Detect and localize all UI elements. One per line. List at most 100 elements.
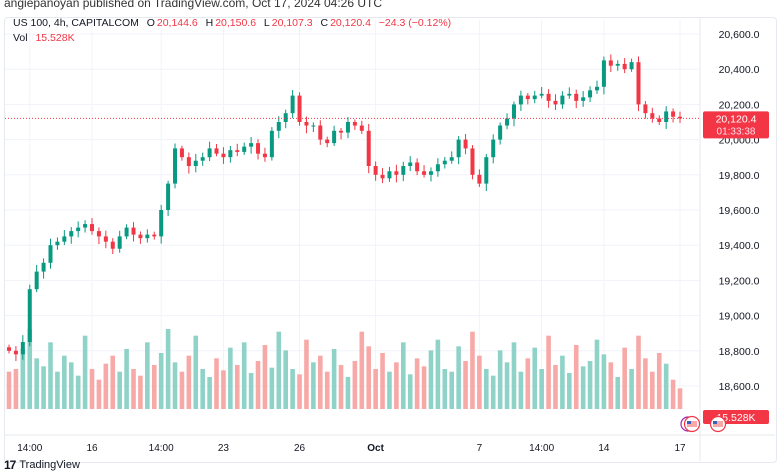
candle-body <box>428 171 433 175</box>
symbol-label: US 100, 4h, CAPITALCOM <box>13 17 139 29</box>
us-flag-stripes-icon <box>713 421 723 427</box>
volume-bar <box>207 377 212 409</box>
candle-body <box>498 125 503 140</box>
volume-bar <box>670 379 676 409</box>
candle-body <box>359 125 364 131</box>
volume-bar <box>560 355 565 409</box>
volume-bar <box>387 371 392 409</box>
candle-body <box>401 166 406 175</box>
us-flag-canton-icon <box>713 421 717 424</box>
chart-frame[interactable] <box>4 17 777 463</box>
candle-body <box>131 227 136 235</box>
volume-bar <box>172 362 178 409</box>
candle-body <box>546 93 551 101</box>
candle-body <box>207 148 212 158</box>
volume-bar <box>573 345 579 409</box>
volume-bar <box>608 362 614 409</box>
x-tick-label: 16 <box>86 443 98 454</box>
candle-body <box>678 116 682 119</box>
volume-bar <box>145 342 150 409</box>
candle-body <box>262 153 267 158</box>
x-tick-label: 14:00 <box>529 443 554 454</box>
volume-bar <box>601 354 607 409</box>
volume-bar <box>248 373 254 409</box>
candle-body <box>124 227 129 237</box>
candle-body <box>276 122 281 131</box>
candle-body <box>339 130 344 133</box>
candle-body <box>110 241 115 249</box>
volume-bar <box>636 335 641 409</box>
candle-body <box>269 130 274 158</box>
volume-bar <box>283 350 289 409</box>
candle-body <box>422 171 427 175</box>
open-label: O <box>146 17 155 29</box>
candle-body <box>221 153 226 158</box>
candle-body <box>553 100 558 105</box>
volume-bar <box>442 369 448 409</box>
x-tick-label: 23 <box>218 443 230 454</box>
high-label: H <box>205 17 214 29</box>
candle-body <box>643 104 648 114</box>
brand-label: TradingView <box>19 459 80 471</box>
candle-body <box>256 143 261 154</box>
candle-body <box>200 157 205 161</box>
candle-body <box>20 342 25 355</box>
candle-body <box>470 148 475 175</box>
candle-body <box>7 347 11 351</box>
volume-bar <box>421 366 427 409</box>
close-value: 20,120.4 <box>330 17 371 29</box>
candle-body <box>138 234 143 239</box>
volume-bar <box>317 355 323 409</box>
y-tick-label: 19,400.0 <box>719 240 760 252</box>
candle-body <box>117 236 122 249</box>
candle-body <box>62 236 67 242</box>
volume-bar <box>290 369 295 409</box>
volume-bar <box>380 353 385 409</box>
volume-bar <box>484 369 489 409</box>
candle-body <box>622 63 627 70</box>
volume-bar <box>228 347 233 409</box>
volume-bar <box>490 375 496 409</box>
candle-body <box>179 148 184 158</box>
volume-bar <box>525 358 531 409</box>
candle-body <box>477 174 482 184</box>
volume-bar <box>532 347 538 409</box>
price-badge-countdown: 01:33:38 <box>717 126 756 137</box>
candle-body <box>41 262 46 272</box>
y-tick-label: 18,800.0 <box>719 346 760 358</box>
volume-bar <box>55 371 60 409</box>
candle-body <box>629 62 634 70</box>
volume-bar <box>255 361 261 409</box>
volume-bar <box>103 363 109 409</box>
candle-body <box>525 95 530 100</box>
candle-body <box>103 236 108 242</box>
candle-body <box>83 224 88 228</box>
volume-bar <box>497 350 503 409</box>
candle-body <box>69 231 74 237</box>
chart-legend: US 100, 4h, CAPITALCOM O 20,144.6 H 20,150… <box>13 16 453 46</box>
candle-body <box>394 171 399 175</box>
x-tick-label: 7 <box>477 443 483 454</box>
candle-body <box>214 148 219 154</box>
candle-body <box>152 234 157 237</box>
volume-bar <box>463 361 468 409</box>
volume-bar <box>553 365 558 409</box>
candle-body <box>574 93 579 101</box>
volume-bar <box>456 346 461 409</box>
candle-body <box>380 174 385 179</box>
volume-bar <box>338 365 344 409</box>
candle-body <box>297 95 302 122</box>
volume-value: 15.528K <box>35 32 75 44</box>
low-label: L <box>263 17 270 29</box>
candle-body <box>532 95 537 100</box>
volume-bar <box>82 335 88 409</box>
volume-bar <box>75 375 81 409</box>
volume-bar <box>6 371 12 409</box>
volume-bar <box>96 379 102 409</box>
volume-bar <box>27 329 33 409</box>
volume-bar <box>435 339 441 409</box>
volume-bar <box>656 353 662 409</box>
candle-body <box>456 139 461 158</box>
candle-body <box>325 139 330 144</box>
